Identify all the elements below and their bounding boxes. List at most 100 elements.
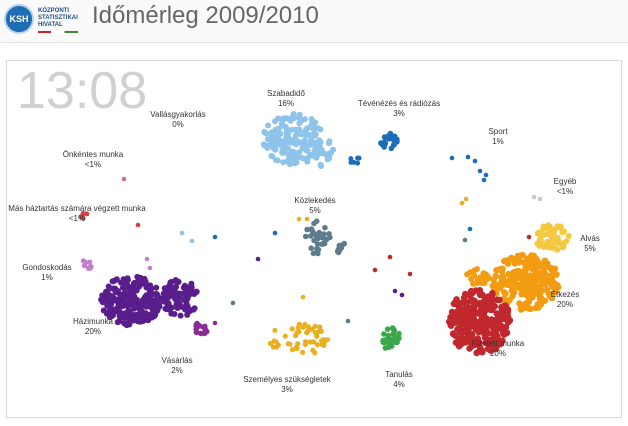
dot-cluster-mas-haztartas [78,211,90,221]
dot [484,293,492,300]
dot [143,303,150,310]
dot [310,250,317,257]
dot [532,304,540,311]
ksh-logo-circle [4,4,34,34]
dot [104,302,111,309]
dot [565,233,572,239]
dot [289,347,296,353]
dot [462,290,469,298]
dot [193,329,200,336]
dot [379,141,386,148]
dot [496,296,503,304]
dot [111,297,118,304]
dot [171,311,178,317]
ksh-logo[interactable]: KSH KÖZPONTI STATISZTIKAI HIVATAL [4,4,84,36]
logo-line-1: KÖZPONTI [38,8,69,14]
dot [130,287,137,293]
dot-cluster-fizetett [446,287,514,357]
label-vasarlas: Vásárlás 2% [161,356,193,375]
dot [293,132,299,139]
dot [381,339,388,346]
dot [181,282,188,289]
dot [454,308,461,315]
dot [273,339,279,345]
dot [549,226,556,233]
dot [188,280,195,287]
dot [510,289,518,296]
dot [490,327,498,335]
dot [523,303,530,310]
dot [304,226,310,233]
dot [163,293,170,300]
dot [470,311,477,318]
dot-cluster-kozlekedes [302,218,333,257]
dot [269,153,276,160]
dot [465,338,473,345]
dot-single-kozlekedes [230,300,236,306]
dot [131,316,138,323]
dot [171,288,178,294]
dot [469,289,476,297]
dot [394,136,400,143]
dot [454,325,461,333]
label-gondozas: Gondoskodás 1% [22,263,72,282]
dot [514,252,522,260]
dot [481,280,488,287]
dot [272,146,279,153]
dot [541,257,549,264]
dot [502,257,509,264]
dot [543,262,551,269]
dot [502,328,509,336]
dot [543,286,551,294]
dot [287,117,294,124]
label-onkentes: Önkéntes munka <1% [62,150,124,169]
dot [299,117,306,124]
dot-cluster-kozlekedes-2 [334,240,348,256]
dot-cluster-etkezes [489,251,562,313]
dot-single-onkentes [121,176,127,182]
dot-single-sport [472,158,478,164]
dot [123,313,130,320]
dot [449,330,457,337]
dot [547,239,554,246]
dot [319,241,325,247]
flag-stripe [38,31,78,33]
dot [109,278,116,285]
dot [519,285,526,292]
label-sport: Sport 1% [488,127,508,146]
dot [314,245,320,252]
dot [390,136,396,142]
dot [451,299,459,306]
dot [148,285,155,292]
dot [148,314,155,321]
dot [87,265,93,271]
dot [502,290,509,297]
dot-single-fizetett [387,254,393,260]
label-kozlekedes: Közlekedés 5% [294,196,336,215]
dot-single-fizetett [526,234,532,240]
dot-single-szemelyes [304,216,310,222]
dot [142,312,149,319]
dot [147,296,154,303]
dot [273,157,280,164]
dot [548,234,555,241]
dot [467,330,475,338]
dot [313,232,320,238]
dot [554,223,561,230]
dot-cluster-etkezes-2 [464,266,492,287]
dot [532,287,539,294]
dot [534,240,541,247]
dot [203,328,210,335]
dot-cluster-hazimunka-2 [159,277,200,319]
dot [317,139,324,146]
dot [462,322,470,329]
dot [381,331,387,337]
dot [541,273,548,281]
dot [506,317,514,324]
dot [310,126,317,133]
dot [491,344,499,352]
ksh-logo-name: KÖZPONTI STATISZTIKAI HIVATAL [38,8,88,29]
dot [554,239,561,245]
dot [455,336,463,343]
dot [286,161,293,168]
